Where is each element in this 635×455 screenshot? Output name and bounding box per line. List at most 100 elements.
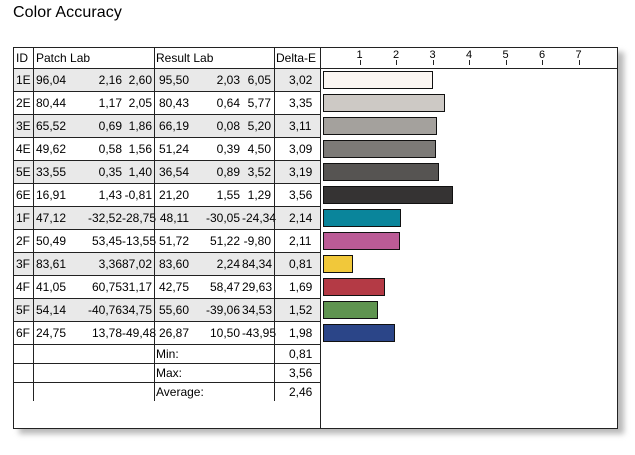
delta-e-value: 2,11 (289, 234, 312, 248)
summary-separator (14, 382, 320, 383)
row-id: 2E (16, 96, 31, 110)
result-lab-value: 36,54 (158, 165, 189, 179)
delta-e-bar (323, 186, 453, 204)
delta-e-bar (323, 117, 437, 135)
column-separator (154, 48, 155, 401)
row-background (14, 69, 320, 91)
delta-e-value: 1,69 (289, 280, 313, 294)
column-header-result-lab: Result Lab (156, 51, 214, 65)
result-lab-value: 95,50 (158, 73, 189, 87)
axis-tick (542, 60, 543, 65)
patch-lab-value: 47,12 (35, 211, 66, 225)
row-separator (14, 298, 320, 299)
patch-lab-value: 1,86 (128, 119, 152, 133)
patch-lab-value: 31,17 (122, 280, 153, 294)
patch-lab-value: 87,02 (122, 257, 153, 271)
column-header-patch-lab: Patch Lab (36, 51, 91, 65)
axis-tick-label: 6 (538, 49, 546, 61)
delta-e-bar (323, 163, 440, 181)
row-id: 5F (16, 303, 31, 317)
patch-lab-value: 83,61 (35, 257, 66, 271)
delta-e-value: 3,09 (289, 142, 313, 156)
result-lab-value: 83,60 (158, 257, 189, 271)
result-lab-value: 51,72 (158, 234, 189, 248)
patch-lab-value: 96,04 (35, 73, 66, 87)
patch-lab-value: 33,55 (35, 165, 66, 179)
row-separator (14, 275, 320, 276)
patch-lab-value: -49,48 (122, 326, 157, 340)
delta-e-value: 0,81 (289, 257, 313, 271)
row-background (14, 299, 320, 321)
delta-e-value: 3,11 (289, 119, 312, 133)
summary-label: Min: (156, 347, 179, 361)
delta-e-value: 2,14 (289, 211, 313, 225)
delta-e-bar (323, 94, 446, 112)
patch-lab-value: 53,45 (91, 234, 122, 248)
delta-e-bar (323, 324, 396, 342)
patch-lab-value: 60,75 (91, 280, 122, 294)
patch-lab-value: -40,76 (87, 303, 122, 317)
row-separator (14, 183, 320, 184)
result-lab-value: 58,47 (209, 280, 240, 294)
row-id: 3E (16, 119, 31, 133)
patch-lab-value: -32,52 (87, 211, 122, 225)
result-lab-value: 55,60 (158, 303, 189, 317)
patch-lab-value: 0,58 (98, 142, 122, 156)
axis-tick (578, 60, 580, 65)
patch-lab-value: 1,43 (98, 188, 122, 202)
result-lab-value: 51,22 (209, 234, 240, 248)
column-header-id: ID (16, 51, 28, 65)
axis-tick (469, 60, 470, 65)
result-lab-value: 6,05 (247, 73, 271, 87)
row-separator (14, 344, 320, 345)
result-lab-value: -24,34 (242, 211, 277, 225)
patch-lab-value: 2,16 (98, 73, 122, 87)
patch-lab-value: -13,55 (122, 234, 157, 248)
result-lab-value: 21,20 (158, 188, 189, 202)
row-id: 6E (16, 188, 31, 202)
patch-lab-value: 34,75 (122, 303, 153, 317)
axis-tick (505, 60, 507, 65)
result-lab-value: 1,55 (216, 188, 240, 202)
result-lab-value: 84,34 (242, 257, 273, 271)
column-separator (33, 48, 34, 401)
result-lab-value: 4,50 (247, 142, 271, 156)
result-lab-value: 34,53 (242, 303, 273, 317)
summary-value: 2,46 (289, 385, 313, 399)
patch-lab-value: 2,60 (128, 73, 152, 87)
color-accuracy-table: ID Patch Lab Result Lab Delta-E 1 2 3 4 5 6 7 1E 96,… (13, 47, 618, 429)
delta-e-bar (323, 278, 385, 296)
summary-label: Average: (156, 385, 204, 399)
result-lab-value: 2,03 (216, 73, 240, 87)
summary-value: 0,81 (289, 347, 313, 361)
delta-e-value: 1,98 (289, 326, 313, 340)
column-header-delta-e: Delta-E (276, 51, 317, 65)
patch-lab-value: -0,81 (124, 188, 152, 202)
result-lab-value: -9,80 (243, 234, 271, 248)
delta-e-value: 1,52 (289, 303, 313, 317)
patch-lab-value: 1,40 (128, 165, 152, 179)
row-separator (14, 206, 320, 207)
result-lab-value: 1,29 (247, 188, 271, 202)
result-lab-value: 29,63 (242, 280, 273, 294)
row-separator (14, 91, 320, 92)
axis-tick-label: 5 (502, 49, 509, 61)
result-lab-value: 66,19 (158, 119, 189, 133)
result-lab-value: 42,75 (158, 280, 189, 294)
axis-tick (396, 60, 397, 65)
header-separator (14, 68, 617, 69)
summary-label: Max: (156, 366, 183, 380)
result-lab-value: 0,64 (216, 96, 240, 110)
delta-e-bar (323, 255, 353, 273)
row-background (14, 161, 320, 183)
row-id: 1E (16, 73, 31, 87)
row-id: 6F (16, 326, 31, 340)
delta-e-value: 3,56 (289, 188, 313, 202)
patch-lab-value: 54,14 (35, 303, 66, 317)
row-id: 1F (16, 211, 31, 225)
patch-lab-value: 0,35 (98, 165, 122, 179)
delta-e-value: 3,19 (289, 165, 313, 179)
delta-e-bar (323, 232, 400, 250)
result-lab-value: -30,05 (205, 211, 240, 225)
row-id: 3F (16, 257, 31, 271)
